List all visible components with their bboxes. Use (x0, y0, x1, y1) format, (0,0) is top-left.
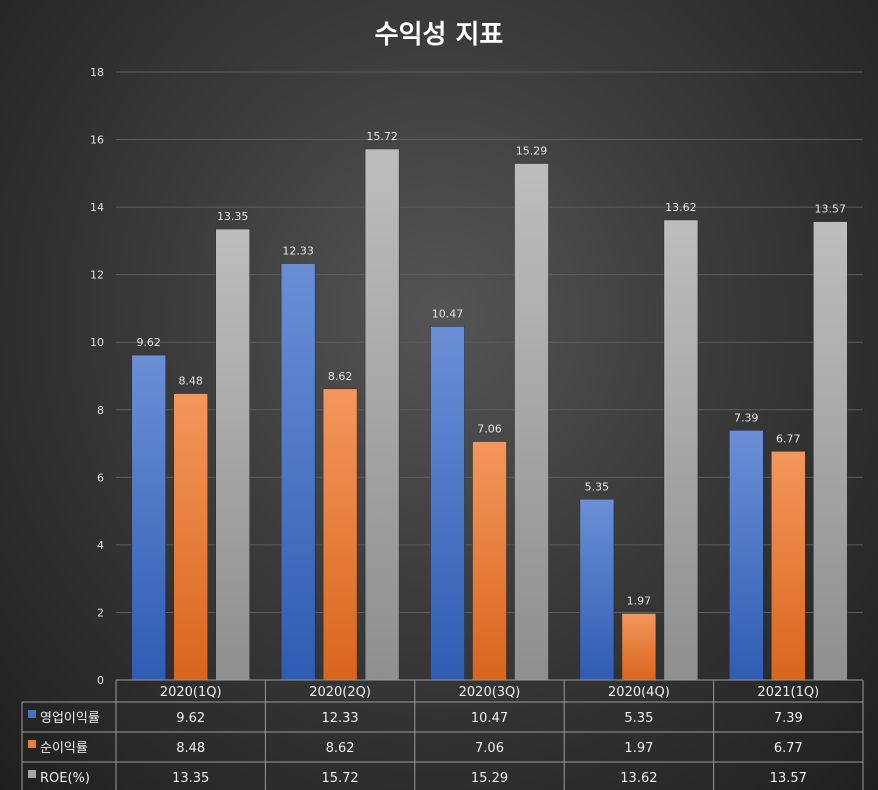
bar (322, 388, 358, 681)
data-label: 7.39 (734, 411, 759, 424)
table-cell: 13.57 (770, 771, 807, 786)
table-cell: 13.35 (172, 771, 209, 786)
bar (621, 613, 657, 681)
table-cell: 15.29 (471, 771, 508, 786)
x-tick-label: 2020(4Q) (608, 685, 670, 700)
y-tick-label: 16 (90, 134, 104, 147)
bar (663, 219, 699, 681)
table-cell: 8.48 (176, 741, 205, 756)
legend-key (28, 710, 36, 718)
data-label: 8.62 (328, 370, 353, 383)
y-tick-label: 8 (97, 404, 104, 417)
data-label: 9.62 (136, 336, 161, 349)
table-cell: 7.39 (774, 711, 803, 726)
table-cell: 10.47 (471, 711, 508, 726)
table-cell: 15.72 (321, 771, 358, 786)
table-cell: 8.62 (326, 741, 355, 756)
bar (729, 430, 764, 681)
x-tick-label: 2020(2Q) (309, 685, 371, 700)
bar (280, 263, 316, 681)
data-label: 12.33 (282, 245, 314, 258)
y-tick-label: 4 (97, 539, 104, 552)
x-tick-label: 2020(1Q) (160, 685, 222, 700)
legend-entry: 순이익률 (40, 741, 88, 756)
data-label: 13.62 (665, 201, 697, 214)
table-cell: 5.35 (624, 711, 653, 726)
data-label: 8.48 (178, 375, 203, 388)
chart-title: 수익성 지표 (375, 20, 504, 50)
bar (131, 354, 166, 681)
data-label: 15.29 (516, 145, 548, 158)
bars (131, 148, 848, 681)
x-tick-label: 2021(1Q) (757, 685, 819, 700)
table-cell: 7.06 (475, 741, 504, 756)
y-tick-label: 14 (90, 201, 104, 214)
table-cell: 6.77 (774, 741, 803, 756)
data-label: 13.57 (815, 203, 847, 216)
y-tick-label: 10 (90, 336, 104, 349)
bar (364, 148, 400, 681)
bar (173, 393, 208, 681)
bar (472, 441, 507, 681)
bar (430, 326, 465, 681)
data-label: 7.06 (477, 423, 502, 436)
y-tick-label: 12 (90, 269, 104, 282)
legend-entry: 영업이익률 (40, 711, 100, 726)
legend-key (28, 740, 36, 748)
y-tick-label: 18 (90, 66, 104, 79)
bar (579, 499, 615, 681)
y-axis-ticks: 0 2 4 6 8 10 12 14 16 18 (90, 66, 104, 687)
table-cell: 9.62 (176, 711, 205, 726)
bar (514, 163, 549, 681)
data-label: 15.72 (366, 130, 398, 143)
bar (771, 451, 806, 681)
data-label: 13.35 (217, 210, 249, 223)
bar (813, 221, 848, 681)
y-tick-label: 0 (97, 674, 104, 687)
y-tick-label: 6 (97, 471, 104, 484)
legend-key (28, 770, 36, 778)
legend-entry: ROE(%) (40, 771, 90, 786)
bar (215, 228, 250, 681)
data-table: 2020(1Q) 2020(2Q) 2020(3Q) 2020(4Q) 2021(1Q)… (21, 679, 864, 790)
data-label: 5.35 (585, 480, 610, 493)
y-tick-label: 2 (97, 606, 104, 619)
x-tick-label: 2020(3Q) (459, 685, 521, 700)
table-cell: 12.33 (321, 711, 358, 726)
data-labels: 9.62 12.33 10.47 5.35 7.39 8.48 8.62 7.06 1.97 6.… (136, 130, 846, 607)
data-label: 6.77 (776, 432, 801, 445)
table-cell: 1.97 (624, 741, 653, 756)
data-label: 1.97 (627, 594, 652, 607)
data-label: 10.47 (432, 307, 464, 320)
table-cell: 13.62 (620, 771, 657, 786)
